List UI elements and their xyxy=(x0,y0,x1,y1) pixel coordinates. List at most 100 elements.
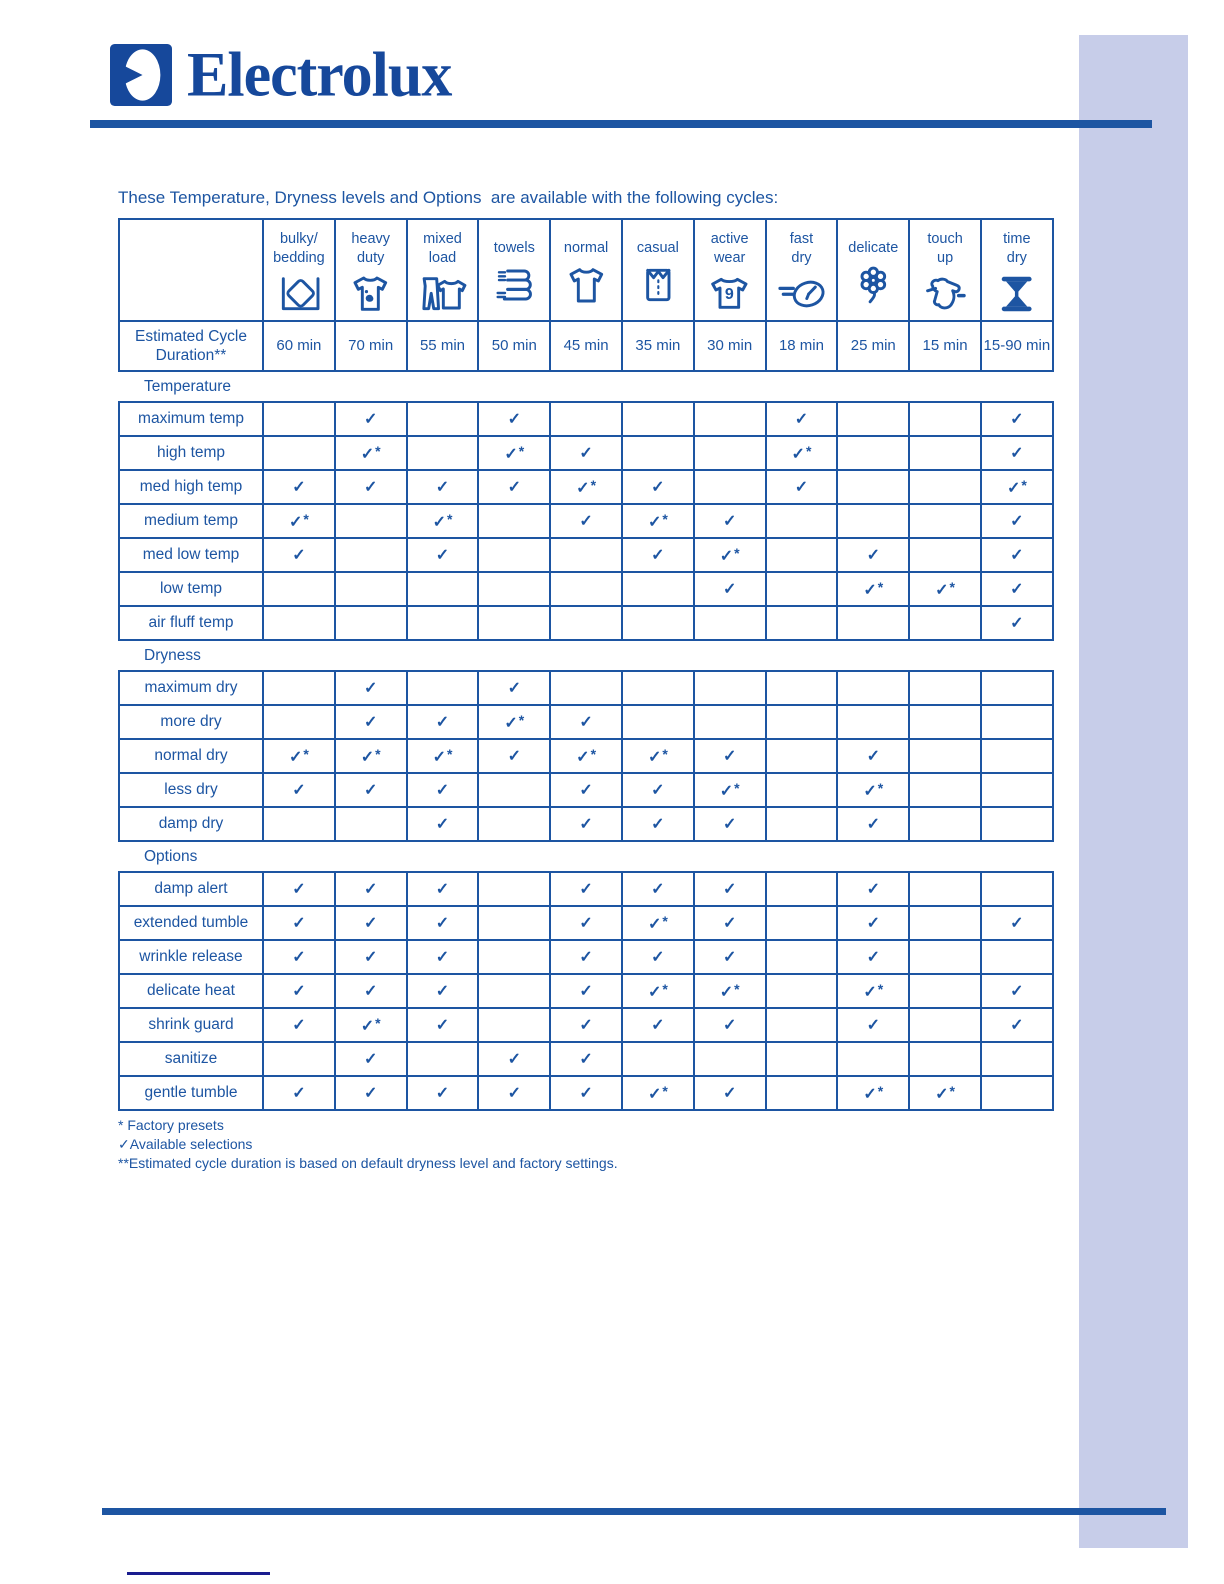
check-mark: ✓ xyxy=(647,983,662,1001)
check-mark: ✓ xyxy=(791,445,805,463)
empty-cell xyxy=(908,1007,982,1043)
check-cell: ✓ xyxy=(620,469,695,505)
cycle-name: normal xyxy=(563,240,609,257)
empty-cell xyxy=(692,1041,767,1077)
empty-cell xyxy=(908,605,982,641)
check-mark: ✓ xyxy=(363,915,378,932)
check-mark: ✓ xyxy=(360,1017,375,1035)
check-cell: ✓ xyxy=(549,871,623,907)
duration-value: 15 min xyxy=(908,320,982,372)
check-mark: ✓ xyxy=(651,479,665,496)
empty-cell xyxy=(692,469,767,505)
row-label: gentle tumble xyxy=(118,1075,264,1111)
check-cell: ✓ xyxy=(979,503,1054,539)
table-row: shrink guard ✓ ✓* ✓ ✓ ✓ ✓ ✓ ✓ xyxy=(118,1007,1054,1043)
check-mark: ✓ xyxy=(507,479,521,496)
table-row: gentle tumble ✓ ✓ ✓ ✓ ✓ ✓* ✓ ✓* ✓* xyxy=(118,1075,1054,1111)
check-mark: ✓ xyxy=(363,782,378,799)
check-cell: ✓ xyxy=(836,939,911,975)
check-mark: ✓ xyxy=(504,445,518,463)
check-star-cell: ✓* xyxy=(405,503,480,539)
svg-text:9: 9 xyxy=(725,286,734,303)
check-mark: ✓ xyxy=(647,513,662,531)
check-mark: ✓ xyxy=(866,547,880,564)
duration-value: 18 min xyxy=(764,320,839,372)
check-mark: ✓ xyxy=(579,915,593,932)
empty-cell xyxy=(549,537,623,573)
check-cell: ✓ xyxy=(333,871,408,907)
footnote: ✓Available selections xyxy=(118,1136,253,1153)
factory-preset-star: * xyxy=(662,980,668,997)
factory-preset-star: * xyxy=(590,745,597,762)
duration-value: 45 min xyxy=(549,320,623,372)
cycle-column-fast-dry: fast dry xyxy=(764,218,839,322)
check-mark: ✓ xyxy=(292,983,306,1000)
check-cell: ✓ xyxy=(333,772,408,808)
check-cell: ✓ xyxy=(692,905,767,941)
electrolux-logo: Electrolux xyxy=(110,43,452,107)
cycle-column-casual: casual xyxy=(620,218,695,322)
check-mark: ✓ xyxy=(866,1017,880,1034)
empty-cell xyxy=(692,704,767,740)
cycle-name: delicate xyxy=(848,240,899,257)
check-star-cell: ✓* xyxy=(836,973,911,1009)
table-row: med low temp ✓ ✓ ✓ ✓* ✓ ✓ xyxy=(118,537,1054,573)
factory-preset-star: * xyxy=(734,544,740,561)
empty-cell xyxy=(549,571,623,607)
check-cell: ✓ xyxy=(692,939,767,975)
check-star-cell: ✓* xyxy=(692,772,767,808)
empty-cell xyxy=(764,571,839,607)
check-mark: ✓ xyxy=(435,1085,450,1102)
empty-cell xyxy=(477,806,552,842)
empty-cell xyxy=(262,1041,336,1077)
check-mark: ✓ xyxy=(435,782,450,799)
check-star-cell: ✓* xyxy=(333,435,408,471)
check-mark: ✓ xyxy=(1010,411,1024,428)
check-mark: ✓ xyxy=(1010,445,1024,462)
check-mark: ✓ xyxy=(504,714,518,732)
empty-cell xyxy=(764,772,839,808)
check-cell: ✓ xyxy=(405,939,480,975)
empty-cell xyxy=(979,871,1054,907)
check-mark: ✓ xyxy=(292,1017,306,1034)
empty-cell xyxy=(405,571,480,607)
check-mark: ✓ xyxy=(292,881,306,898)
check-mark: ✓ xyxy=(288,748,303,766)
check-star-cell: ✓* xyxy=(979,469,1054,505)
check-cell: ✓ xyxy=(692,871,767,907)
check-mark: ✓ xyxy=(935,581,949,599)
check-cell: ✓ xyxy=(405,772,480,808)
table-row: damp dry ✓ ✓ ✓ ✓ ✓ xyxy=(118,806,1054,842)
empty-cell xyxy=(836,503,911,539)
check-cell: ✓ xyxy=(333,401,408,437)
empty-cell xyxy=(692,401,767,437)
cycle-column-towels: towels xyxy=(477,218,552,322)
check-cell: ✓ xyxy=(405,704,480,740)
empty-cell xyxy=(979,1041,1054,1077)
empty-cell xyxy=(908,503,982,539)
factory-preset-star: * xyxy=(949,578,955,595)
check-cell: ✓ xyxy=(979,905,1054,941)
check-star-cell: ✓* xyxy=(262,503,336,539)
cycle-column-heavy-duty: heavy duty xyxy=(333,218,408,322)
empty-cell xyxy=(262,704,336,740)
check-cell: ✓ xyxy=(333,973,408,1009)
section-label-options: Options xyxy=(144,847,198,865)
check-cell: ✓ xyxy=(692,806,767,842)
check-mark: ✓ xyxy=(363,881,378,898)
cycle-column-mixed-load: mixed load xyxy=(405,218,480,322)
empty-cell xyxy=(692,435,767,471)
check-mark: ✓ xyxy=(363,714,378,731)
empty-cell xyxy=(908,1041,982,1077)
mixed-load-icon xyxy=(422,277,467,311)
factory-preset-star: * xyxy=(662,1082,668,1099)
check-cell: ✓ xyxy=(836,905,911,941)
empty-cell xyxy=(764,905,839,941)
duration-value: 60 min xyxy=(262,320,336,372)
check-cell: ✓ xyxy=(405,469,480,505)
check-cell: ✓ xyxy=(836,806,911,842)
check-mark: ✓ xyxy=(507,411,521,428)
electrolux-logo-icon xyxy=(110,44,172,106)
check-mark: ✓ xyxy=(579,816,593,833)
cycle-column-touch-up: touch up xyxy=(908,218,982,322)
